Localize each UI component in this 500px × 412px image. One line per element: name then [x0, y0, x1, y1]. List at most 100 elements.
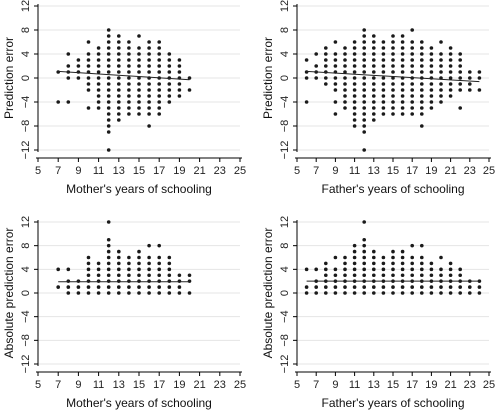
- data-point: [420, 273, 424, 278]
- data-point: [439, 285, 443, 289]
- data-point: [96, 285, 101, 289]
- data-point: [56, 100, 60, 104]
- data-point: [137, 291, 141, 295]
- data-point: [167, 94, 172, 98]
- y-tick-label: −12: [20, 141, 32, 160]
- x-tick-label: 13: [368, 379, 380, 391]
- data-point: [381, 40, 386, 44]
- data-point: [400, 58, 405, 62]
- data-point: [343, 58, 347, 62]
- data-point: [324, 267, 328, 272]
- x-axis-title: Father's years of schooling: [321, 396, 464, 410]
- data-point: [429, 106, 434, 110]
- data-point: [96, 88, 101, 92]
- data-point: [352, 285, 357, 289]
- data-point: [127, 46, 131, 50]
- data-point: [137, 255, 141, 260]
- data-point: [439, 291, 443, 295]
- data-point: [117, 76, 121, 80]
- data-point: [448, 88, 453, 92]
- data-point: [439, 100, 443, 104]
- data-point: [177, 279, 182, 283]
- data-point: [362, 76, 367, 80]
- data-point: [96, 58, 101, 62]
- data-point: [187, 76, 192, 80]
- data-point: [147, 82, 151, 86]
- data-point: [343, 106, 347, 110]
- y-tick-label: 4: [20, 266, 32, 272]
- data-point: [410, 58, 415, 62]
- data-point: [410, 273, 415, 278]
- data-point: [127, 94, 131, 98]
- data-point: [56, 285, 60, 289]
- data-point: [381, 70, 386, 74]
- data-point: [448, 285, 453, 289]
- data-point: [352, 70, 357, 74]
- data-point: [106, 291, 111, 295]
- data-point: [86, 291, 91, 295]
- y-tick-label: −4: [279, 96, 291, 109]
- data-point: [324, 261, 328, 266]
- x-tick-label: 17: [406, 379, 418, 391]
- data-point: [106, 249, 111, 254]
- data-point: [468, 285, 472, 289]
- data-point: [352, 249, 357, 254]
- data-point: [147, 267, 151, 272]
- data-point: [96, 291, 101, 295]
- data-point: [177, 58, 182, 62]
- data-point: [362, 70, 367, 74]
- x-tick-label: 19: [425, 379, 437, 391]
- chart-panel-2: −12 −8 −4 0 4 8 12 5 7 9 11 13 15 17 19 21 23 25 Father's …: [261, 0, 495, 196]
- data-point: [448, 46, 453, 50]
- data-point: [362, 291, 367, 295]
- data-point: [127, 76, 131, 80]
- data-point: [362, 124, 367, 128]
- data-point: [304, 285, 309, 289]
- data-point: [468, 70, 472, 74]
- data-point: [458, 273, 463, 278]
- data-point: [86, 40, 91, 44]
- data-point: [400, 285, 405, 289]
- data-point: [439, 52, 443, 56]
- data-point: [167, 291, 172, 295]
- data-point: [343, 88, 347, 92]
- data-point: [86, 52, 91, 56]
- data-point: [343, 70, 347, 74]
- data-point: [333, 285, 338, 289]
- data-point: [304, 267, 309, 272]
- data-point: [147, 106, 151, 110]
- data-point: [137, 285, 141, 289]
- x-tick-label: 19: [425, 165, 437, 177]
- x-tick-label: 23: [214, 379, 226, 391]
- x-tick-label: 15: [133, 379, 145, 391]
- data-point: [117, 52, 121, 56]
- data-point: [362, 255, 367, 260]
- data-point: [391, 255, 395, 260]
- data-point: [324, 291, 328, 295]
- data-point: [352, 82, 357, 86]
- data-point: [157, 279, 161, 283]
- data-point: [157, 243, 161, 248]
- data-point: [117, 112, 121, 116]
- data-point: [117, 64, 121, 68]
- x-tick-label: 23: [214, 165, 226, 177]
- data-point: [391, 46, 395, 50]
- data-point: [106, 52, 111, 56]
- data-point: [400, 112, 405, 116]
- data-point: [372, 40, 376, 44]
- data-point: [410, 70, 415, 74]
- data-point: [381, 267, 386, 272]
- data-point: [381, 94, 386, 98]
- data-point: [56, 70, 60, 74]
- data-point: [372, 118, 376, 122]
- data-point: [66, 52, 71, 56]
- data-point: [157, 64, 161, 68]
- data-point: [86, 64, 91, 68]
- data-point: [137, 106, 141, 110]
- data-point: [137, 46, 141, 50]
- data-point: [458, 70, 463, 74]
- data-point: [86, 261, 91, 266]
- y-tick-label: 12: [20, 216, 32, 228]
- data-point: [372, 249, 376, 254]
